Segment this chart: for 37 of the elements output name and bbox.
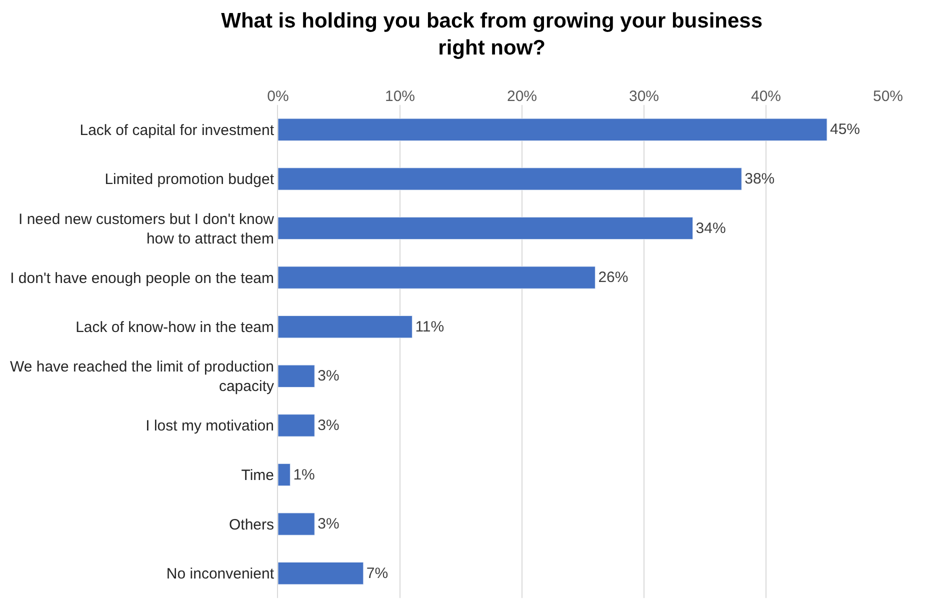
- bar: [278, 266, 596, 289]
- data-label: 45%: [830, 121, 860, 138]
- y-tick-label: Limited promotion budget: [104, 171, 275, 188]
- x-tick-label: 20%: [506, 88, 538, 105]
- bar: [278, 168, 742, 190]
- data-label: 1%: [293, 466, 315, 484]
- data-label: 11%: [415, 318, 444, 336]
- data-label: 3%: [318, 516, 340, 533]
- y-tick-label: I lost my motivation: [146, 418, 274, 435]
- bar: [278, 414, 315, 437]
- y-tick-label: Others: [228, 516, 274, 534]
- bar: [278, 316, 412, 338]
- x-tick-label: 0%: [267, 88, 289, 105]
- y-tick-label: I don't have enough people on the team: [10, 270, 274, 287]
- bar: [278, 216, 694, 240]
- y-tick-label: No inconvenient: [166, 566, 275, 583]
- bar: [278, 562, 364, 585]
- x-tick-label: 10%: [384, 88, 416, 105]
- x-tick-label: 30%: [628, 88, 660, 105]
- y-tick-label: I need new customers but I don't know how to attract them: [18, 210, 274, 248]
- data-label: 3%: [318, 368, 340, 385]
- data-label: 34%: [696, 220, 726, 237]
- data-label: 38%: [744, 170, 775, 188]
- y-tick-label: Lack of know-how in the team: [76, 319, 274, 336]
- y-tick-label: Lack of capital for investment: [80, 122, 275, 139]
- data-label: 26%: [598, 269, 628, 286]
- x-tick-label: 40%: [750, 88, 782, 105]
- y-tick-label: We have reached the limit of production capacity: [10, 358, 274, 396]
- data-label: 7%: [366, 564, 388, 582]
- data-label: 3%: [318, 416, 340, 434]
- bar: [278, 118, 828, 141]
- bar: [278, 512, 315, 536]
- bar: [278, 463, 290, 486]
- y-tick-label: Time: [241, 467, 274, 484]
- x-tick-label: 50%: [872, 88, 904, 105]
- chart-title: What is holding you back from growing your business right now?: [221, 9, 763, 60]
- bar: [278, 364, 315, 388]
